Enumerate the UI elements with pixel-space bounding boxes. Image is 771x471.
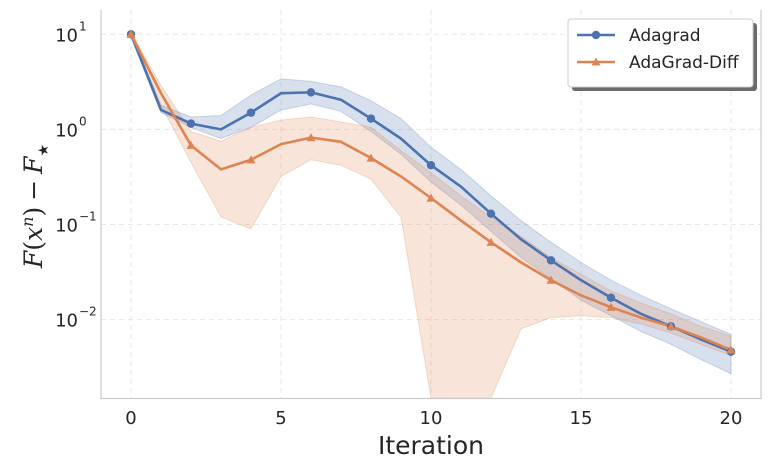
data-point-adagrad [486,209,496,218]
data-point-adagrad-diff [186,140,196,149]
data-point-adagrad-diff [726,345,736,354]
legend-marker-adagrad [591,30,601,40]
series-markers [126,29,736,356]
data-point-adagrad-diff [366,153,376,162]
data-point-adagrad [246,108,256,117]
x-tick-label: 5 [275,408,286,429]
y-tick-label: 10 [55,311,78,332]
y-tick-label: 10 [55,120,78,141]
x-tick-label: 20 [720,408,743,429]
confidence-band-adagrad [130,32,732,375]
x-tick-label: 0 [125,408,136,429]
y-axis-label: F(xn)−F★ [18,144,52,269]
y-tick-exponent: −2 [79,305,97,319]
x-axis-label: Iteration [378,431,484,460]
data-point-adagrad [546,256,556,265]
y-tick-exponent: −1 [79,210,97,224]
axes-spines [100,10,762,400]
data-point-adagrad-diff [666,321,676,330]
data-point-adagrad [306,88,316,97]
legend: Adagrad AdaGrad-Diff [567,18,757,91]
legend-label-adagrad-diff: AdaGrad-Diff [629,53,740,73]
data-point-adagrad-diff [426,193,436,202]
data-point-adagrad [426,161,436,170]
x-axis-ticks: 0 5 10 15 20 [125,408,742,429]
data-point-adagrad [366,114,376,123]
data-point-adagrad-diff [246,155,256,164]
y-tick-exponent: 1 [79,19,87,33]
y-tick-exponent: 0 [79,114,87,128]
x-tick-label: 15 [570,408,593,429]
x-tick-label: 10 [420,408,443,429]
y-tick-label: 10 [55,216,78,237]
data-point-adagrad-diff [486,237,496,246]
data-point-adagrad [186,119,196,128]
data-point-adagrad [606,293,616,302]
legend-label-adagrad: Adagrad [629,26,701,46]
y-tick-label: 10 [55,25,78,46]
data-point-adagrad-diff [606,302,616,311]
data-point-adagrad-diff [546,275,556,284]
data-point-adagrad-diff [126,29,136,38]
legend-marker-adagrad-diff [591,57,601,66]
data-point-adagrad-diff [306,133,316,142]
